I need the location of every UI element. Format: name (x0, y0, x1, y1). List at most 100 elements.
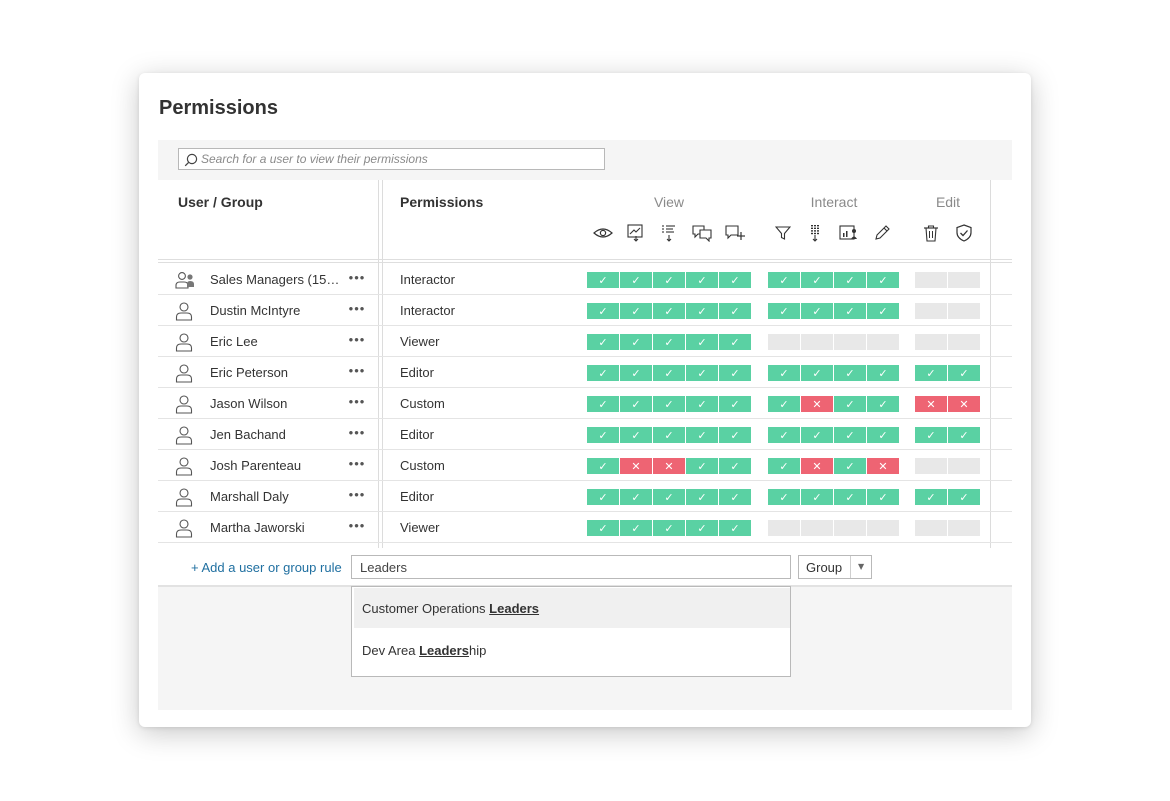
role-label[interactable]: Viewer (400, 334, 440, 349)
interact-capability-cell[interactable]: ✓ (867, 303, 899, 319)
role-label[interactable]: Editor (400, 427, 434, 442)
rule-name-box[interactable] (351, 555, 791, 579)
edit-capability-cell[interactable]: ✓ (915, 427, 947, 443)
view-capability-cell[interactable]: ✓ (587, 520, 619, 536)
view-capability-cell[interactable]: ✕ (620, 458, 652, 474)
edit-capability-cell[interactable]: ✓ (948, 489, 980, 505)
edit-capability-cell[interactable] (915, 303, 947, 319)
interact-capability-cell[interactable] (867, 520, 899, 536)
view-capability-cell[interactable]: ✓ (620, 396, 652, 412)
download-summary-data-icon[interactable] (659, 223, 679, 243)
edit-capability-cell[interactable] (948, 272, 980, 288)
view-comments-icon[interactable] (692, 223, 712, 243)
view-capability-cell[interactable]: ✓ (587, 365, 619, 381)
edit-group-header[interactable]: Edit (935, 194, 961, 210)
more-actions-icon[interactable]: ••• (348, 425, 366, 440)
view-capability-cell[interactable]: ✓ (686, 303, 718, 319)
more-actions-icon[interactable]: ••• (348, 518, 366, 533)
edit-capability-cell[interactable] (948, 520, 980, 536)
role-label[interactable]: Custom (400, 458, 445, 473)
view-capability-cell[interactable]: ✓ (653, 396, 685, 412)
filter-icon[interactable] (773, 223, 793, 243)
view-capability-cell[interactable]: ✓ (686, 458, 718, 474)
table-row[interactable]: Josh Parenteau ••• Custom ✓ ✕ ✕ ✓ ✓ ✓ ✕ ✓ ✕ (158, 450, 1012, 481)
edit-capability-cell[interactable] (915, 458, 947, 474)
view-capability-cell[interactable]: ✓ (686, 396, 718, 412)
view-capability-cell[interactable]: ✓ (587, 396, 619, 412)
interact-capability-cell[interactable]: ✓ (768, 303, 800, 319)
table-row[interactable]: Dustin McIntyre ••• Interactor ✓ ✓ ✓ ✓ ✓ ✓ ✓ ✓ ✓ (158, 295, 1012, 326)
view-capability-cell[interactable]: ✓ (653, 303, 685, 319)
view-capability-cell[interactable]: ✓ (587, 334, 619, 350)
view-capability-cell[interactable]: ✓ (620, 427, 652, 443)
role-label[interactable]: Viewer (400, 520, 440, 535)
interact-capability-cell[interactable]: ✓ (801, 272, 833, 288)
interact-capability-cell[interactable]: ✓ (834, 489, 866, 505)
view-capability-cell[interactable]: ✓ (620, 489, 652, 505)
view-capability-cell[interactable]: ✓ (686, 365, 718, 381)
rule-type-select[interactable]: Group ▼ (798, 555, 872, 579)
download-full-data-icon[interactable] (806, 223, 826, 243)
view-capability-cell[interactable]: ✓ (719, 520, 751, 536)
interact-capability-cell[interactable] (834, 520, 866, 536)
interact-capability-cell[interactable]: ✓ (768, 396, 800, 412)
view-capability-cell[interactable]: ✓ (620, 272, 652, 288)
edit-capability-cell[interactable] (915, 520, 947, 536)
interact-capability-cell[interactable] (867, 334, 899, 350)
table-row[interactable]: Marshall Daly ••• Editor ✓ ✓ ✓ ✓ ✓ ✓ ✓ ✓ ✓ ✓ ✓ (158, 481, 1012, 512)
interact-capability-cell[interactable]: ✓ (801, 489, 833, 505)
table-row[interactable]: Jason Wilson ••• Custom ✓ ✓ ✓ ✓ ✓ ✓ ✕ ✓ ✓ ✕ ✕ (158, 388, 1012, 419)
edit-capability-cell[interactable]: ✓ (915, 489, 947, 505)
more-actions-icon[interactable]: ••• (348, 363, 366, 378)
view-capability-cell[interactable]: ✓ (653, 427, 685, 443)
view-capability-cell[interactable]: ✓ (686, 489, 718, 505)
view-capability-cell[interactable]: ✓ (653, 334, 685, 350)
view-capability-cell[interactable]: ✓ (686, 427, 718, 443)
more-actions-icon[interactable]: ••• (348, 394, 366, 409)
suggestion-item[interactable]: Dev Area Leadership (354, 630, 790, 670)
interact-capability-cell[interactable]: ✓ (768, 458, 800, 474)
view-capability-cell[interactable]: ✓ (719, 396, 751, 412)
interact-capability-cell[interactable]: ✓ (867, 396, 899, 412)
add-comment-icon[interactable] (725, 223, 745, 243)
view-capability-cell[interactable]: ✓ (620, 520, 652, 536)
role-label[interactable]: Custom (400, 396, 445, 411)
role-label[interactable]: Editor (400, 489, 434, 504)
delete-icon[interactable] (921, 223, 941, 243)
edit-capability-cell[interactable] (948, 458, 980, 474)
view-capability-cell[interactable]: ✓ (653, 520, 685, 536)
role-label[interactable]: Editor (400, 365, 434, 380)
edit-capability-cell[interactable]: ✕ (948, 396, 980, 412)
view-capability-cell[interactable]: ✓ (719, 458, 751, 474)
view-capability-cell[interactable]: ✓ (587, 427, 619, 443)
view-capability-cell[interactable]: ✓ (686, 272, 718, 288)
table-row[interactable]: Eric Peterson ••• Editor ✓ ✓ ✓ ✓ ✓ ✓ ✓ ✓ ✓ ✓ ✓ (158, 357, 1012, 388)
view-capability-cell[interactable]: ✓ (719, 303, 751, 319)
view-capability-cell[interactable]: ✓ (587, 303, 619, 319)
interact-capability-cell[interactable]: ✓ (867, 427, 899, 443)
table-row[interactable]: Martha Jaworski ••• Viewer ✓ ✓ ✓ ✓ ✓ (158, 512, 1012, 543)
interact-capability-cell[interactable]: ✕ (867, 458, 899, 474)
table-row[interactable]: Jen Bachand ••• Editor ✓ ✓ ✓ ✓ ✓ ✓ ✓ ✓ ✓ ✓ ✓ (158, 419, 1012, 450)
interact-capability-cell[interactable]: ✓ (834, 303, 866, 319)
view-capability-cell[interactable]: ✓ (719, 334, 751, 350)
more-actions-icon[interactable]: ••• (348, 487, 366, 502)
view-capability-cell[interactable]: ✓ (587, 272, 619, 288)
edit-capability-cell[interactable]: ✓ (915, 365, 947, 381)
more-actions-icon[interactable]: ••• (348, 332, 366, 347)
search-box[interactable] (178, 148, 605, 170)
view-capability-cell[interactable]: ✓ (719, 489, 751, 505)
view-capability-cell[interactable]: ✓ (620, 334, 652, 350)
interact-capability-cell[interactable] (801, 334, 833, 350)
interact-capability-cell[interactable] (768, 520, 800, 536)
edit-capability-cell[interactable] (948, 303, 980, 319)
interact-capability-cell[interactable]: ✓ (867, 365, 899, 381)
suggestion-item[interactable]: Customer Operations Leaders (354, 588, 790, 628)
interact-capability-cell[interactable]: ✓ (867, 272, 899, 288)
interact-capability-cell[interactable]: ✓ (834, 458, 866, 474)
web-edit-icon[interactable] (872, 223, 892, 243)
more-actions-icon[interactable]: ••• (348, 456, 366, 471)
interact-capability-cell[interactable]: ✕ (801, 396, 833, 412)
view-icon[interactable] (593, 223, 613, 243)
interact-capability-cell[interactable]: ✓ (801, 303, 833, 319)
